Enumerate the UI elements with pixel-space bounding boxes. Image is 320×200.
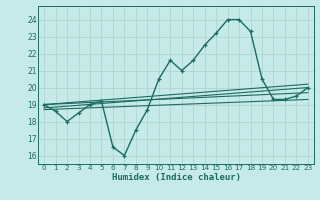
X-axis label: Humidex (Indice chaleur): Humidex (Indice chaleur) — [111, 173, 241, 182]
